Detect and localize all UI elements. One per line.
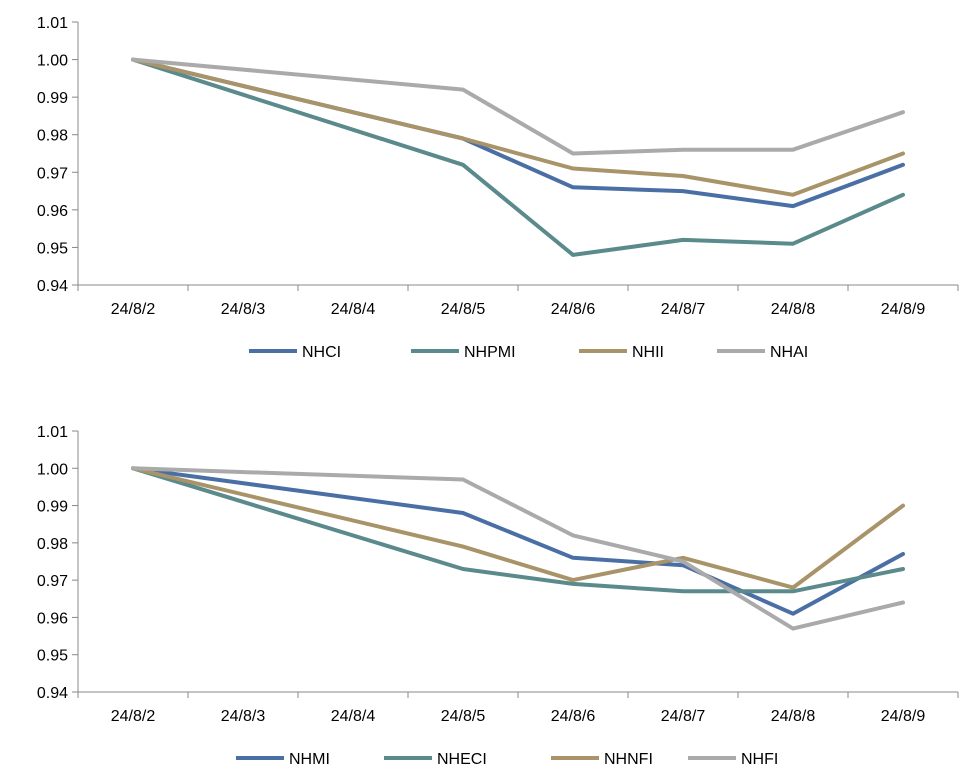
series-line-nhci [131,57,905,209]
legend-label-nhii: NHII [632,344,664,361]
y-tick-label: 0.97 [37,165,68,182]
x-tick-label: 24/8/7 [661,301,706,318]
series-line-nhnfi [131,466,905,590]
x-tick-label: 24/8/2 [111,708,156,725]
series-line-nhai [131,57,905,156]
x-tick-label: 24/8/7 [661,708,706,725]
y-tick-label: 0.95 [37,240,68,257]
chart-1: 0.94 0.95 0.96 0.97 0.98 0.99 1.00 1.01 24/8/2 24… [37,15,959,361]
x-tick-label: 24/8/3 [221,708,266,725]
x-tick-label: 24/8/4 [331,708,376,725]
series-line-nhfi [131,466,905,631]
legend-label-nhmi: NHMI [289,751,330,768]
y-tick-label: 0.96 [37,203,68,220]
series-line-nhpmi [131,57,905,257]
y-tick-label: 1.00 [37,53,68,70]
x-tick-label: 24/8/8 [771,301,816,318]
y-tick-label: 0.94 [37,278,68,295]
y-tick-label: 1.01 [37,15,68,32]
y-tick-label: 0.94 [37,685,68,702]
y-tick-label: 0.98 [37,536,68,553]
series-line-nhmi [131,466,905,616]
legend-label-nheci: NHECI [437,751,487,768]
x-tick-label: 24/8/6 [551,708,596,725]
x-tick-label: 24/8/5 [441,301,486,318]
x-tick-label: 24/8/4 [331,301,376,318]
y-tick-label: 0.96 [37,610,68,627]
x-tick-label: 24/8/3 [221,301,266,318]
series-line-nhii [131,57,905,197]
x-tick-label: 24/8/2 [111,301,156,318]
legend-label-nhci: NHCI [302,344,341,361]
legend-label-nhpmi: NHPMI [464,344,516,361]
y-tick-label: 0.97 [37,573,68,590]
x-tick-label: 24/8/9 [881,301,926,318]
y-tick-label: 1.01 [37,424,68,441]
y-tick-label: 0.99 [37,90,68,107]
y-tick-label: 0.99 [37,499,68,516]
y-tick-label: 0.98 [37,128,68,145]
y-tick-label: 0.95 [37,648,68,665]
x-tick-label: 24/8/9 [881,708,926,725]
y-tick-label: 1.00 [37,461,68,478]
legend-label-nhai: NHAI [770,344,808,361]
legend-label-nhfi: NHFI [741,751,778,768]
x-tick-label: 24/8/6 [551,301,596,318]
series-line-nheci [131,466,905,594]
x-tick-label: 24/8/8 [771,708,816,725]
chart-2: 0.94 0.95 0.96 0.97 0.98 0.99 1.00 1.01 24/8/2 24… [37,424,959,768]
x-tick-label: 24/8/5 [441,708,486,725]
legend-label-nhnfi: NHNFI [604,751,653,768]
